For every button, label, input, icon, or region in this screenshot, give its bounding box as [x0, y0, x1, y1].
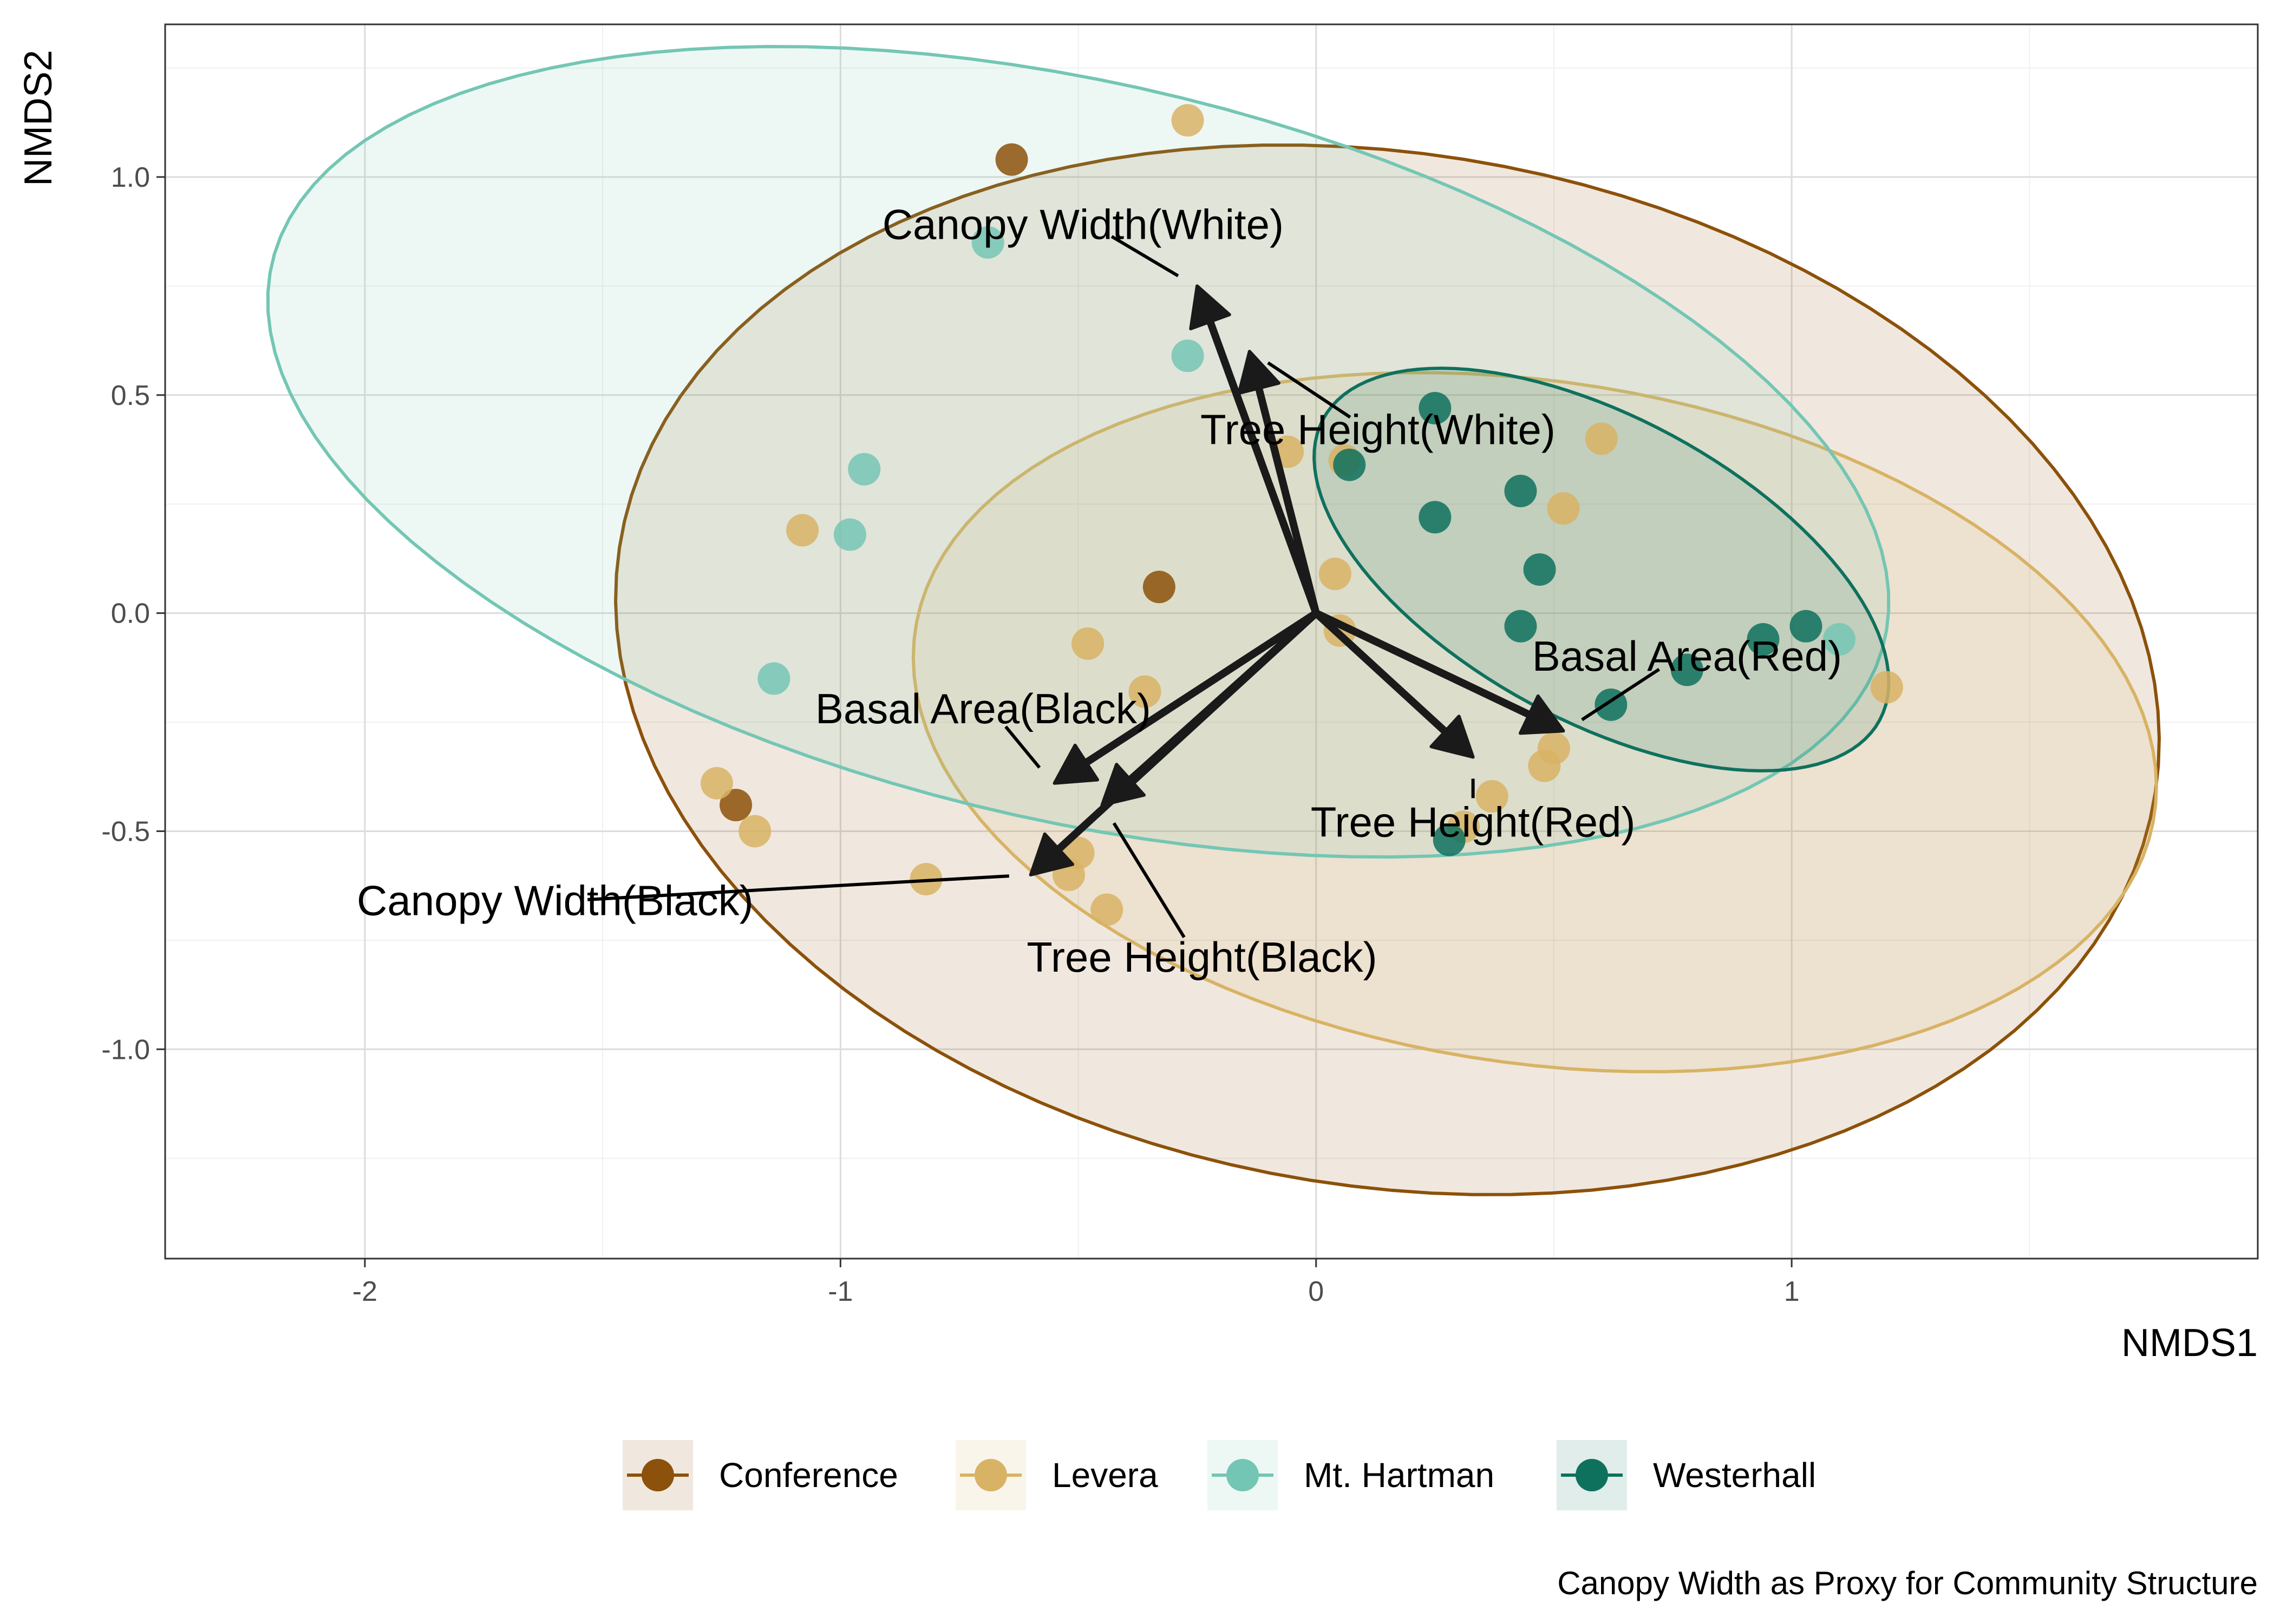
legend-item-conference: Conference	[623, 1440, 898, 1510]
ellipse-mt-hartman	[266, 44, 1891, 859]
site-point	[786, 514, 819, 547]
site-point	[1547, 492, 1580, 525]
vector-label: Tree Height(Red)	[1311, 798, 1636, 846]
vector-label: Basal Area(Red)	[1532, 632, 1842, 680]
site-point	[1504, 610, 1537, 643]
vector-arrow-head	[1237, 350, 1280, 395]
y-tick-label: 0.0	[111, 598, 150, 630]
vector-label-leader	[1267, 361, 1351, 419]
site-point	[1870, 671, 1903, 704]
site-point	[1071, 627, 1105, 660]
y-tick-label: 0.5	[111, 380, 150, 411]
site-point	[1789, 610, 1822, 643]
site-point	[700, 767, 733, 800]
vector-label: Basal Area(Black)	[815, 685, 1151, 732]
y-tick-label: -1.0	[101, 1034, 150, 1065]
site-point	[1318, 558, 1351, 591]
legend-key-point	[1226, 1459, 1259, 1491]
environmental-vectors: Canopy Width(White) Tree Height(White) Bas…	[357, 201, 1842, 981]
vector-arrow-shaft	[1055, 609, 1320, 853]
site-point	[1670, 653, 1703, 686]
site-point	[739, 815, 772, 848]
x-tick-label: 1	[1784, 1276, 1800, 1307]
vector-arrow-head	[1053, 743, 1099, 785]
x-axis-title: NMDS1	[2121, 1321, 2258, 1365]
site-point	[1419, 391, 1452, 424]
site-point	[1090, 893, 1123, 926]
x-tick-label: -2	[352, 1276, 377, 1307]
vector-label-leader	[1004, 725, 1041, 769]
legend-label: Mt. Hartman	[1304, 1456, 1494, 1495]
site-point	[995, 143, 1028, 176]
vector-label: Tree Height(Black)	[1027, 933, 1377, 981]
vector-label: Tree Height(White)	[1200, 405, 1556, 453]
site-point	[833, 518, 866, 551]
x-tick-label: -1	[828, 1276, 853, 1307]
y-tick-label: -0.5	[101, 816, 150, 847]
legend-label: Levera	[1052, 1456, 1158, 1495]
ellipse-westerhall	[1312, 366, 1891, 772]
legend-key-point	[975, 1459, 1007, 1491]
vector-arrow-head	[1519, 694, 1565, 735]
confidence-ellipses	[266, 44, 2161, 1196]
site-points	[700, 104, 1903, 926]
vector-arrow-head	[1189, 284, 1231, 331]
legend-item-levera: Levera	[956, 1440, 1158, 1510]
legend-label: Westerhall	[1653, 1456, 1816, 1495]
site-point	[1171, 339, 1204, 372]
vector-arrow-shaft	[1312, 609, 1449, 736]
y-axis-title: NMDS2	[17, 50, 60, 186]
chart-caption: Canopy Width as Proxy for Community Stru…	[1557, 1565, 2258, 1601]
legend-key-point	[642, 1459, 674, 1491]
vector-arrow-head	[1029, 832, 1074, 876]
vector-label-leader	[587, 874, 1009, 901]
vector-label: Canopy Width(Black)	[357, 876, 754, 924]
vector-arrow-shaft	[1255, 384, 1320, 617]
vector-arrow-shaft	[1312, 609, 1533, 719]
vector-arrow-head	[1429, 715, 1475, 759]
vector-arrow-shaft	[1206, 318, 1320, 617]
ellipse-conference	[613, 143, 2161, 1196]
site-point	[720, 789, 753, 822]
site-point	[1419, 501, 1452, 534]
legend: Conference Levera Mt. Hartman Westerhall	[623, 1440, 1816, 1510]
panel-background	[165, 24, 2258, 1259]
y-tick-label: 1.0	[111, 162, 150, 193]
vector-label-leader	[1110, 235, 1179, 278]
panel-border	[164, 23, 2259, 1260]
vector-label-leader	[1581, 667, 1661, 722]
site-point	[1433, 823, 1466, 856]
site-point	[971, 226, 1004, 259]
site-point	[1475, 780, 1508, 813]
vector-arrow-shaft	[1082, 609, 1320, 767]
legend-key-point	[1576, 1459, 1608, 1491]
site-point	[1171, 104, 1204, 137]
site-point	[757, 662, 790, 695]
site-point	[1585, 422, 1618, 455]
site-point	[848, 453, 881, 486]
legend-item-mt-hartman: Mt. Hartman	[1207, 1440, 1494, 1510]
site-point	[1504, 475, 1537, 508]
site-point	[1823, 623, 1855, 656]
site-point	[1747, 623, 1780, 656]
legend-item-westerhall: Westerhall	[1557, 1440, 1816, 1510]
vector-label: Canopy Width(White)	[883, 201, 1284, 248]
site-point	[1528, 749, 1561, 782]
site-point	[1333, 448, 1366, 481]
plot-panel	[165, 24, 2258, 1259]
site-point	[1142, 571, 1175, 604]
site-point	[1128, 675, 1161, 708]
vector-label-leader	[1112, 822, 1186, 939]
site-point	[1523, 553, 1556, 586]
axes: -2 -1 0 1 -1.0 -0.5 0.0 0.5 1.0	[101, 162, 1799, 1307]
x-tick-label: 0	[1308, 1276, 1324, 1307]
legend-label: Conference	[719, 1456, 898, 1495]
